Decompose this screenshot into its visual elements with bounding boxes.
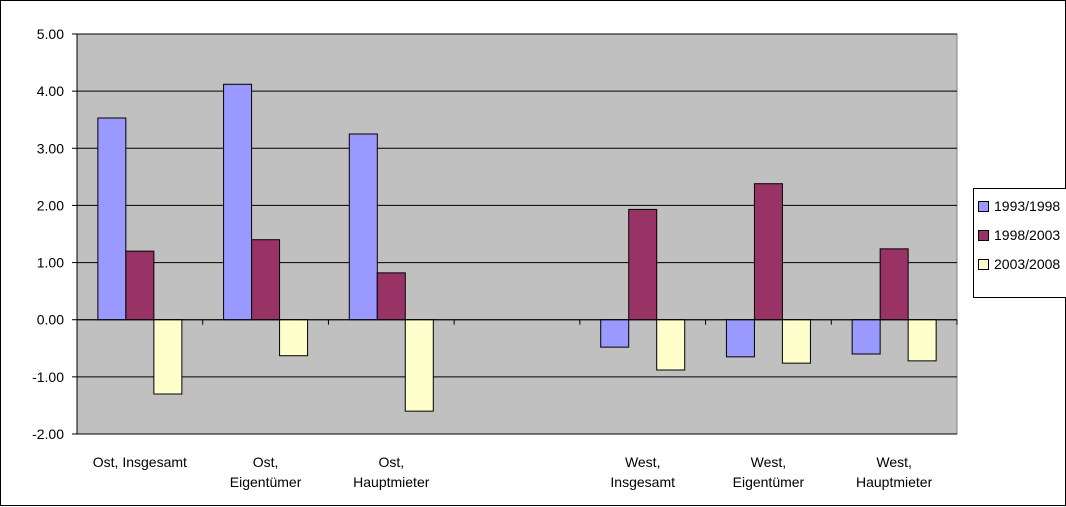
y-tick-label: -1.00 <box>32 369 64 385</box>
y-tick-label: 3.00 <box>37 140 64 156</box>
x-tick-label: West, <box>625 454 661 470</box>
x-tick-label: Ost, <box>253 454 279 470</box>
legend-label-2003-2008: 2003/2008 <box>994 256 1061 272</box>
legend-item-1993-1998: 1993/1998 <box>978 197 1060 215</box>
y-tick-label: 4.00 <box>37 83 64 99</box>
axes <box>72 33 958 435</box>
y-tick-label: -2.00 <box>32 426 64 442</box>
x-tick-label: Ost, <box>378 454 404 470</box>
bar-1993-1998-0 <box>97 117 127 321</box>
bar-1993-1998-2 <box>348 133 378 321</box>
bar-1993-1998-5 <box>725 319 755 358</box>
y-tick-labels: 5.00 4.00 3.00 2.00 1.00 0.00 -1.00 -2.00 <box>32 26 64 442</box>
bar-2003-2008-4 <box>656 319 686 371</box>
x-tick-label: West, <box>876 454 912 470</box>
bar-2003-2008-1 <box>279 319 309 357</box>
bar-1998-2003-0 <box>125 250 155 321</box>
x-tick-label: Insgesamt <box>610 474 675 490</box>
legend-swatch-1998-2003 <box>978 229 989 241</box>
bar-1993-1998-6 <box>851 319 881 355</box>
plot-area <box>76 33 958 435</box>
x-tick-label: Hauptmieter <box>856 474 933 490</box>
bar-1998-2003-2 <box>376 272 406 321</box>
x-tick-label: Eigentümer <box>230 474 302 490</box>
bar-2003-2008-2 <box>404 319 434 412</box>
legend: 1993/1998 1998/2003 2003/2008 <box>973 188 1066 298</box>
y-tick-label: 1.00 <box>37 255 64 271</box>
x-tick-label: Hauptmieter <box>353 474 430 490</box>
bar-1998-2003-4 <box>628 208 658 321</box>
x-tick-label: West, <box>751 454 787 470</box>
bar-1993-1998-1 <box>223 83 253 321</box>
bar-1993-1998-4 <box>600 319 630 348</box>
legend-item-2003-2008: 2003/2008 <box>978 255 1060 273</box>
bar-2003-2008-5 <box>781 319 811 364</box>
bar-1998-2003-5 <box>753 183 783 321</box>
y-tick-label: 5.00 <box>37 26 64 42</box>
bar-1998-2003-1 <box>251 239 281 321</box>
legend-swatch-2003-2008 <box>978 258 989 270</box>
bar-1998-2003-6 <box>879 248 909 321</box>
bar-2003-2008-0 <box>153 319 183 395</box>
x-tick-label: Ost, Insgesamt <box>93 454 187 470</box>
legend-item-1998-2003: 1998/2003 <box>978 226 1060 244</box>
bars <box>97 83 937 412</box>
bar-2003-2008-6 <box>907 319 937 362</box>
legend-label-1993-1998: 1993/1998 <box>994 198 1061 214</box>
legend-label-1998-2003: 1998/2003 <box>994 227 1061 243</box>
legend-swatch-1993-1998 <box>978 200 989 212</box>
x-tick-labels: Ost, Insgesamt Ost, Eigentümer Ost, Hauptmie… <box>93 454 933 490</box>
y-tick-label: 2.00 <box>37 197 64 213</box>
y-tick-label: 0.00 <box>37 312 64 328</box>
x-tick-label: Eigentümer <box>733 474 805 490</box>
